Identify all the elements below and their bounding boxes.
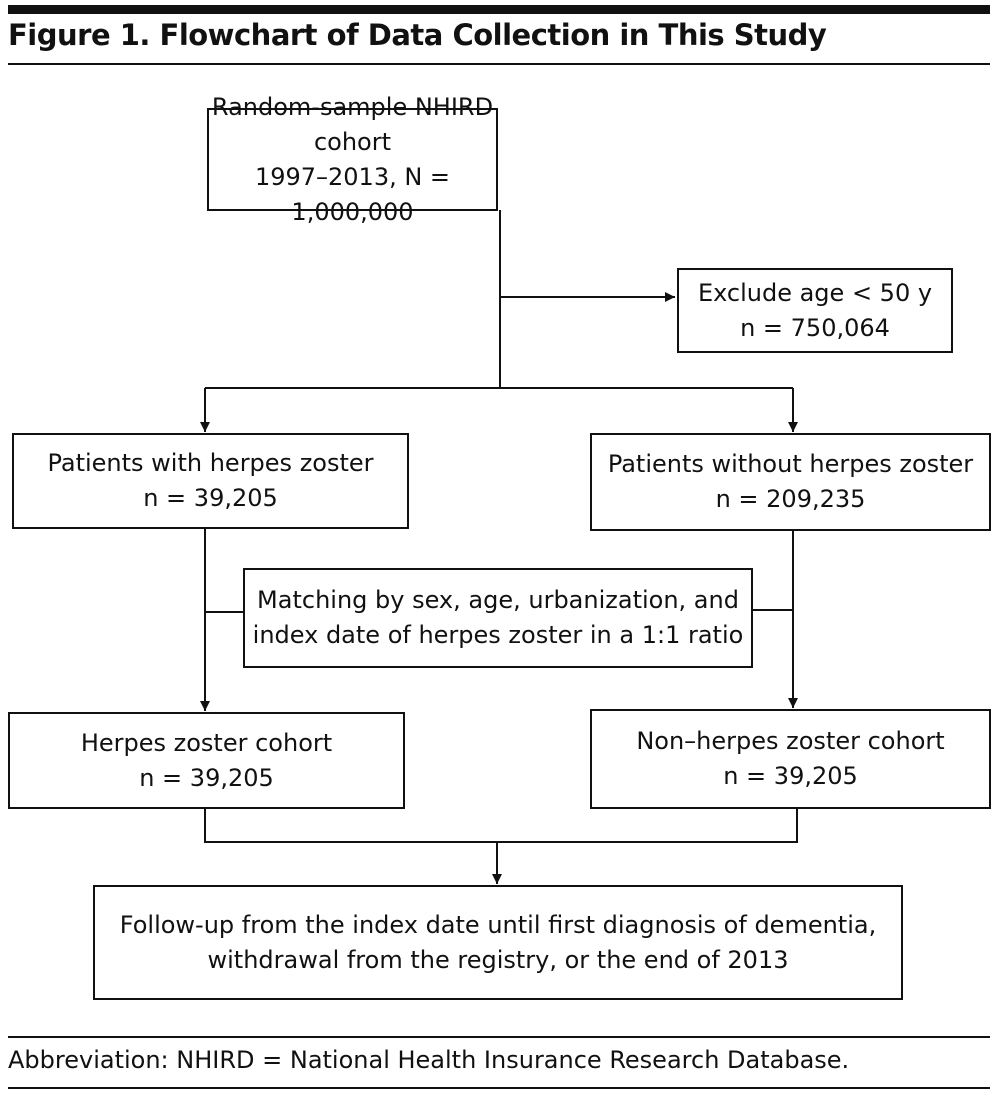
- box-text: withdrawal from the registry, or the end…: [207, 945, 789, 974]
- box-followup: Follow-up from the index date until firs…: [93, 885, 903, 1000]
- box-text: Herpes zoster cohort: [80, 728, 333, 757]
- box-matching: Matching by sex, age, urbanization, and …: [243, 568, 753, 668]
- footnote-bottom-rule: [8, 1087, 990, 1089]
- box-source-cohort: Random-sample NHIRD cohort 1997–2013, N …: [207, 93, 498, 226]
- box-exclude: Exclude age < 50 y n = 750,064: [677, 268, 953, 353]
- box-text: Follow-up from the index date until firs…: [119, 910, 877, 939]
- box-text: n = 39,205: [139, 763, 274, 792]
- connector-join: [204, 808, 798, 843]
- top-rule: [8, 5, 990, 14]
- box-text: Random-sample NHIRD cohort: [211, 92, 494, 156]
- box-text: index date of herpes zoster in a 1:1 rat…: [252, 621, 744, 649]
- box-text: n = 209,235: [715, 485, 866, 513]
- box-text: n = 750,064: [740, 313, 890, 342]
- box-text: Patients with herpes zoster: [47, 449, 374, 477]
- box-text: n = 39,205: [143, 484, 278, 512]
- box-text: Non–herpes zoster cohort: [636, 727, 945, 755]
- box-text: Exclude age < 50 y: [697, 278, 933, 307]
- box-text: 1997–2013, N = 1,000,000: [254, 162, 451, 226]
- box-non-hz-cohort: Non–herpes zoster cohort n = 39,205: [590, 709, 991, 809]
- title-rule: [8, 63, 990, 65]
- footnote-top-rule: [8, 1036, 990, 1038]
- box-with-herpes-zoster: Patients with herpes zoster n = 39,205: [12, 433, 409, 529]
- box-without-herpes-zoster: Patients without herpes zoster n = 209,2…: [590, 433, 991, 531]
- figure-title: Figure 1. Flowchart of Data Collection i…: [8, 18, 827, 52]
- box-text: Matching by sex, age, urbanization, and: [257, 586, 739, 614]
- box-text: Patients without herpes zoster: [607, 450, 974, 478]
- box-hz-cohort: Herpes zoster cohort n = 39,205: [8, 712, 405, 809]
- box-text: n = 39,205: [723, 762, 858, 790]
- footnote-abbreviation: Abbreviation: NHIRD = National Health In…: [8, 1046, 850, 1074]
